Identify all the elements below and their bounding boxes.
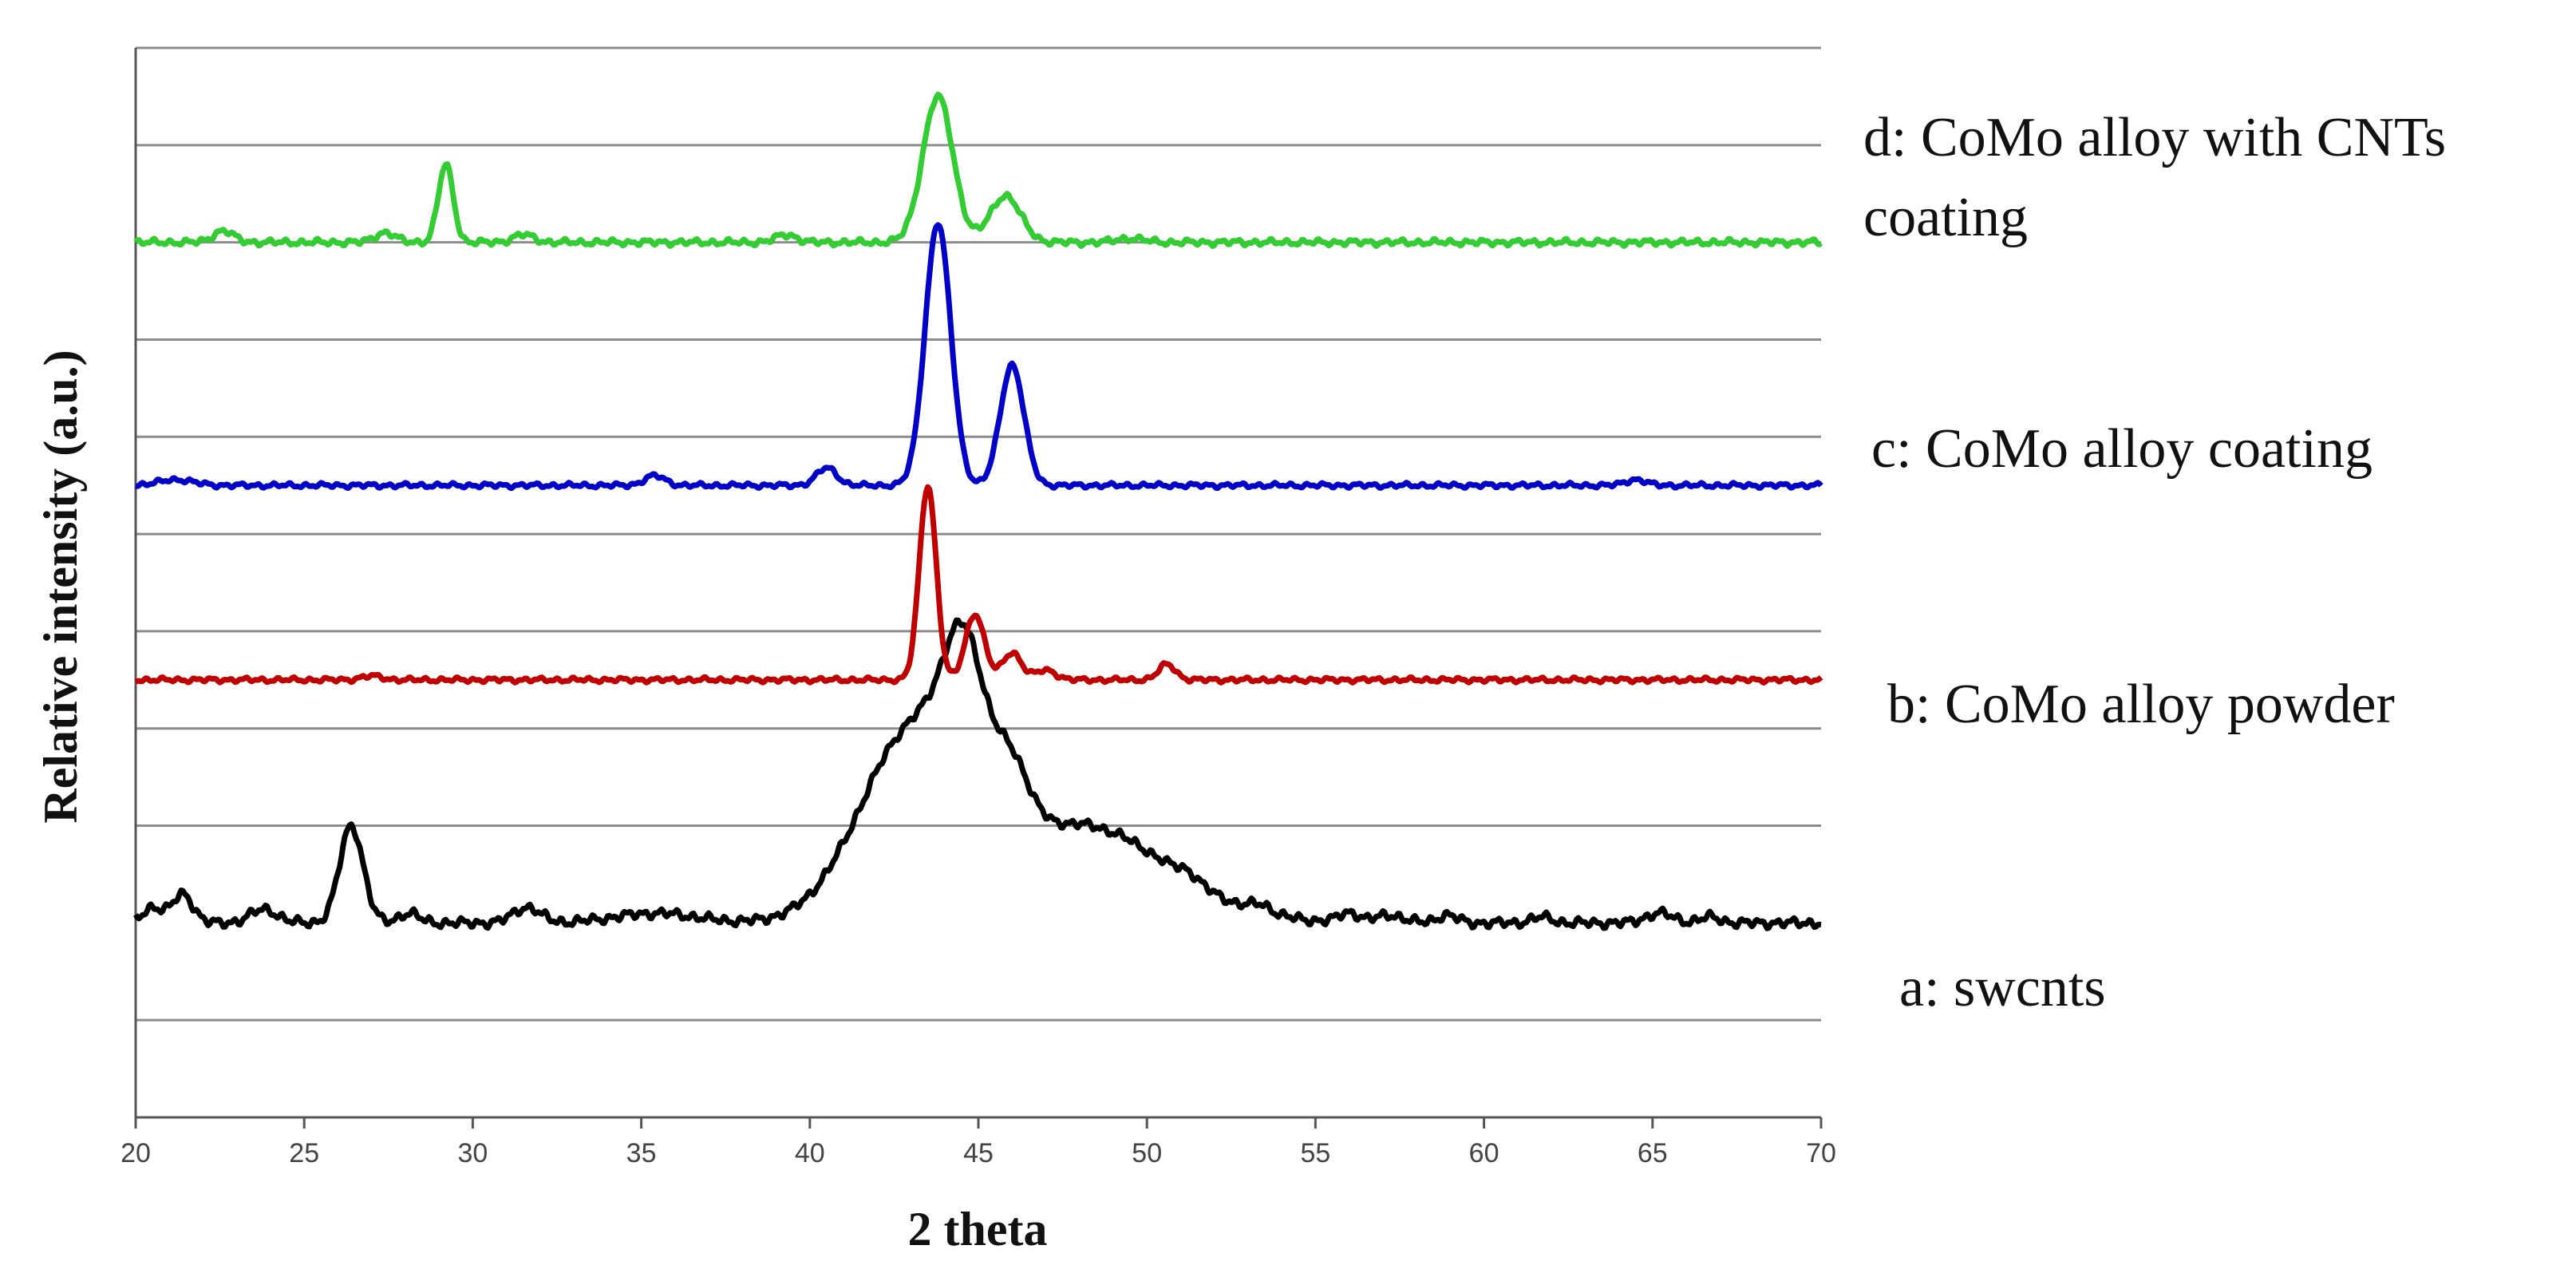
x-tick-label: 35 <box>626 1138 657 1168</box>
y-axis-title: Relative intensity (a.u.) <box>34 350 87 823</box>
x-tick-label: 65 <box>1638 1138 1668 1168</box>
series-line-b <box>134 484 1823 686</box>
series-label-d: d: CoMo alloy with CNTs coating <box>1863 107 2446 248</box>
x-tick-label: 40 <box>795 1138 825 1168</box>
x-tick-label: 30 <box>457 1138 488 1168</box>
x-axis-ticks: 20 25 30 35 40 45 50 55 60 65 70 <box>121 1117 1836 1168</box>
x-tick-label: 50 <box>1132 1138 1162 1168</box>
series-label-b: b: CoMo alloy powder <box>1887 674 2395 735</box>
x-tick-label: 45 <box>963 1138 994 1168</box>
x-tick-label: 20 <box>121 1138 151 1168</box>
series-label-c: c: CoMo alloy coating <box>1871 418 2373 480</box>
x-tick-label: 70 <box>1806 1138 1836 1168</box>
x-axis-title: 2 theta <box>908 1203 1048 1255</box>
horizontal-gridlines <box>136 46 1821 1022</box>
x-tick-label: 25 <box>289 1138 319 1168</box>
series-line-c <box>134 222 1823 492</box>
series-line-a <box>133 617 1823 931</box>
series-label-d-line: coating <box>1863 187 2028 248</box>
x-tick-label: 60 <box>1469 1138 1499 1168</box>
x-tick-label: 55 <box>1300 1138 1330 1168</box>
axes <box>134 48 1821 1119</box>
series-label-a: a: swcnts <box>1899 957 2106 1018</box>
series-line-d <box>133 91 1823 249</box>
series-label-d-line: d: CoMo alloy with CNTs <box>1863 107 2446 168</box>
series-labels: a: swcnts b: CoMo alloy powder c: CoMo all… <box>1863 107 2446 1018</box>
series-lines <box>133 91 1823 931</box>
